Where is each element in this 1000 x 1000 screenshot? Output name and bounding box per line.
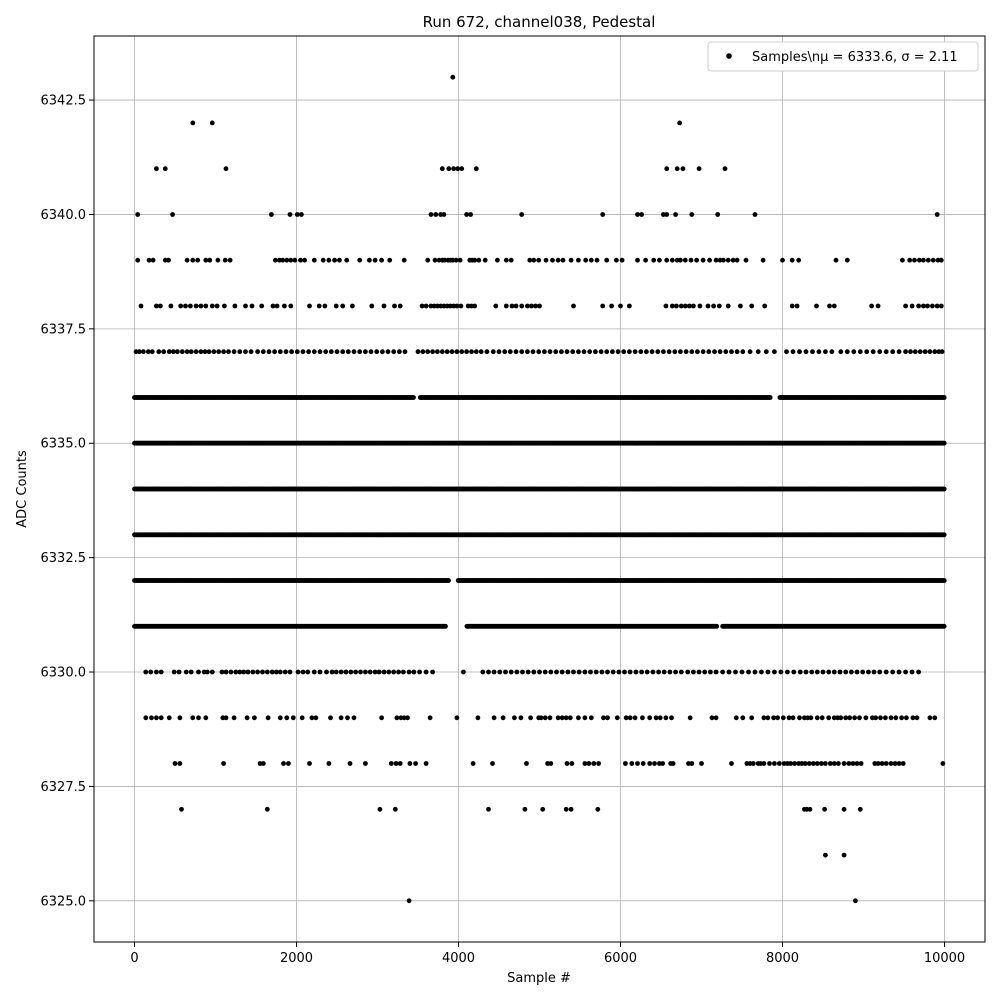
data-point: [680, 166, 686, 172]
data-point: [941, 532, 947, 538]
data-point: [411, 395, 416, 400]
data-point: [439, 166, 445, 172]
data-point: [269, 212, 274, 217]
data-point: [428, 212, 434, 217]
data-point: [446, 578, 451, 583]
data-point: [209, 120, 215, 126]
data-point: [443, 623, 448, 629]
chart-title: Run 672, channel038, Pedestal: [423, 13, 656, 31]
data-point: [162, 166, 168, 172]
data-point: [455, 166, 461, 172]
data-point: [941, 440, 947, 446]
data-point: [190, 120, 196, 126]
data-point: [223, 166, 229, 172]
data-point: [767, 395, 773, 400]
data-point: [696, 166, 702, 172]
data-point: [170, 212, 176, 217]
data-point: [677, 120, 682, 126]
sample-points: [132, 74, 947, 904]
data-point: [446, 166, 452, 172]
data-point: [714, 623, 720, 629]
data-point: [941, 578, 947, 583]
data-point: [941, 395, 947, 400]
data-point: [287, 212, 293, 217]
data-point: [941, 486, 947, 492]
data-point: [459, 166, 465, 172]
data-point: [450, 74, 456, 80]
data-point: [299, 212, 304, 217]
data-point: [473, 166, 479, 172]
data-point: [722, 166, 728, 172]
data-point: [941, 623, 947, 629]
data-point: [433, 212, 439, 217]
data-point: [135, 212, 141, 217]
data-point: [154, 166, 159, 172]
data-point: [451, 166, 456, 172]
data-point: [294, 212, 300, 217]
data-point: [674, 166, 680, 172]
data-point: [664, 166, 670, 172]
